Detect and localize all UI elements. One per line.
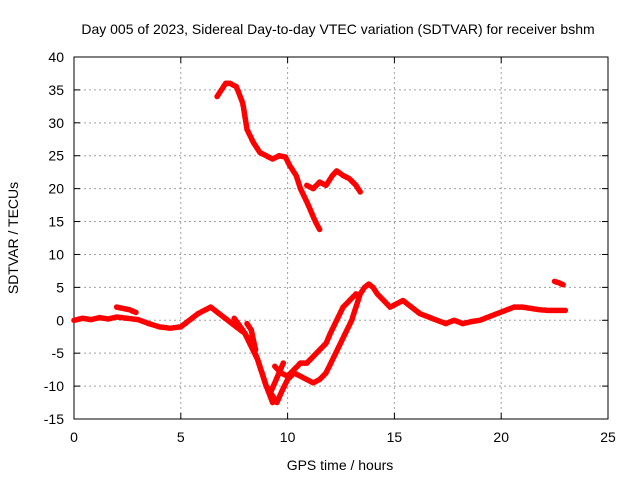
y-axis-label: SDTVAR / TECUs — [5, 182, 21, 294]
data-point — [562, 307, 569, 314]
y-tick-label: 20 — [48, 181, 64, 197]
chart-title: Day 005 of 2023, Sidereal Day-to-day VTE… — [81, 21, 594, 37]
y-tick-labels: -15 -10 -5 0 5 10 15 20 25 30 35 40 — [44, 49, 64, 427]
y-tick-label: 40 — [48, 49, 64, 65]
series-2 — [551, 278, 566, 288]
y-tick-label: 15 — [48, 214, 64, 230]
y-tick-label: 5 — [56, 279, 64, 295]
y-tick-label: -15 — [44, 411, 64, 427]
x-tick-labels: 0 5 10 15 20 25 — [70, 429, 616, 445]
x-tick-label: 10 — [280, 429, 296, 445]
series-8 — [267, 360, 287, 396]
data-point — [357, 189, 364, 195]
data-points — [71, 80, 569, 406]
grid — [74, 57, 608, 419]
data-point — [252, 347, 259, 353]
x-tick-label: 25 — [600, 429, 616, 445]
data-point — [133, 309, 139, 316]
plot-frame — [73, 56, 609, 420]
y-tick-label: 35 — [48, 82, 64, 98]
y-tick-label: 0 — [56, 312, 64, 328]
y-tick-label: 10 — [48, 246, 64, 262]
x-tick-label: 5 — [177, 429, 185, 445]
x-axis-label: GPS time / hours — [287, 457, 394, 473]
series-3 — [71, 281, 569, 406]
y-tick-label: -5 — [52, 345, 65, 361]
data-point — [280, 360, 287, 366]
x-tick-label: 0 — [70, 429, 78, 445]
y-tick-label: -10 — [44, 378, 64, 394]
series-4 — [113, 304, 139, 316]
series-1 — [304, 168, 364, 195]
series-6 — [244, 320, 259, 353]
data-point — [269, 399, 276, 406]
data-point — [560, 281, 566, 288]
series-7 — [272, 291, 359, 380]
y-tick-label: 25 — [48, 148, 64, 164]
x-tick-label: 20 — [493, 429, 509, 445]
axis-ticks — [73, 56, 609, 420]
series-0 — [214, 80, 323, 233]
x-tick-label: 15 — [387, 429, 403, 445]
y-tick-label: 30 — [48, 115, 64, 131]
data-point — [353, 291, 359, 297]
data-point — [316, 226, 323, 233]
